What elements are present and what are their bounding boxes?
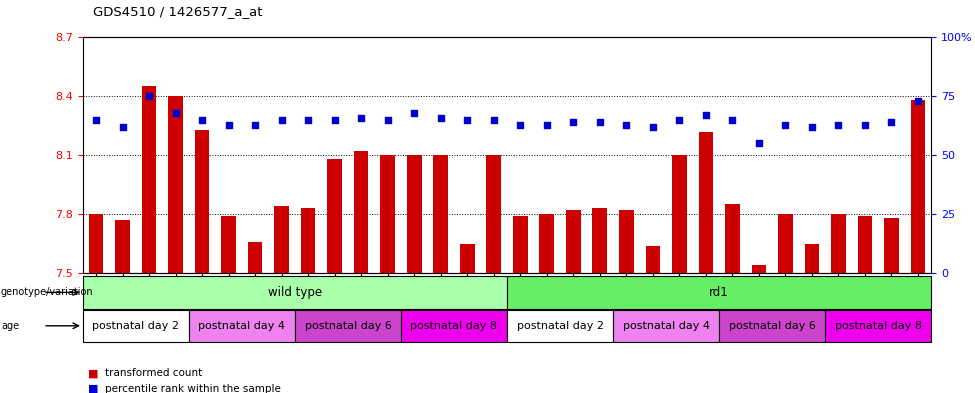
Point xyxy=(194,117,210,123)
Point xyxy=(221,121,237,128)
Point xyxy=(141,93,157,99)
Bar xyxy=(354,151,369,273)
Bar xyxy=(566,210,580,273)
Bar xyxy=(725,204,740,273)
Bar xyxy=(593,208,607,273)
Bar xyxy=(141,86,156,273)
Point xyxy=(327,117,342,123)
Text: ■: ■ xyxy=(88,368,98,378)
Point xyxy=(592,119,607,125)
Bar xyxy=(911,100,925,273)
Bar xyxy=(645,246,660,273)
Point xyxy=(274,117,290,123)
Point xyxy=(459,117,475,123)
Text: postnatal day 6: postnatal day 6 xyxy=(304,321,391,331)
Bar xyxy=(195,130,210,273)
Bar xyxy=(294,310,401,342)
Point xyxy=(831,121,846,128)
Point xyxy=(168,110,183,116)
Text: postnatal day 8: postnatal day 8 xyxy=(410,321,497,331)
Bar xyxy=(83,310,189,342)
Bar xyxy=(301,208,316,273)
Bar xyxy=(83,276,507,309)
Bar xyxy=(778,214,793,273)
Point xyxy=(724,117,740,123)
Point xyxy=(407,110,422,116)
Bar xyxy=(720,310,825,342)
Bar xyxy=(858,216,873,273)
Text: postnatal day 6: postnatal day 6 xyxy=(728,321,815,331)
Text: percentile rank within the sample: percentile rank within the sample xyxy=(105,384,281,393)
Text: ■: ■ xyxy=(88,384,98,393)
Bar xyxy=(401,310,507,342)
Point xyxy=(89,117,104,123)
Bar xyxy=(115,220,130,273)
Bar xyxy=(507,310,613,342)
Text: age: age xyxy=(1,321,20,331)
Text: genotype/variation: genotype/variation xyxy=(1,287,94,298)
Text: transformed count: transformed count xyxy=(105,368,203,378)
Point xyxy=(486,117,501,123)
Point xyxy=(433,114,448,121)
Bar xyxy=(884,218,899,273)
Bar xyxy=(613,310,720,342)
Bar xyxy=(507,276,931,309)
Bar xyxy=(328,159,342,273)
Bar xyxy=(380,155,395,273)
Text: postnatal day 4: postnatal day 4 xyxy=(199,321,286,331)
Bar xyxy=(513,216,527,273)
Text: postnatal day 2: postnatal day 2 xyxy=(517,321,604,331)
Bar xyxy=(698,132,713,273)
Point xyxy=(698,112,714,118)
Text: GDS4510 / 1426577_a_at: GDS4510 / 1426577_a_at xyxy=(93,5,262,18)
Bar xyxy=(539,214,554,273)
Point xyxy=(380,117,396,123)
Point xyxy=(672,117,687,123)
Point xyxy=(248,121,263,128)
Text: postnatal day 4: postnatal day 4 xyxy=(623,321,710,331)
Bar xyxy=(619,210,634,273)
Point xyxy=(539,121,555,128)
Point xyxy=(857,121,873,128)
Bar xyxy=(825,310,931,342)
Bar xyxy=(407,155,421,273)
Point xyxy=(645,124,661,130)
Text: wild type: wild type xyxy=(268,286,322,299)
Bar xyxy=(672,155,686,273)
Text: postnatal day 8: postnatal day 8 xyxy=(835,321,921,331)
Point xyxy=(566,119,581,125)
Bar xyxy=(169,96,183,273)
Point xyxy=(618,121,634,128)
Text: postnatal day 2: postnatal day 2 xyxy=(93,321,179,331)
Point xyxy=(353,114,369,121)
Bar xyxy=(434,155,448,273)
Bar xyxy=(752,265,766,273)
Bar xyxy=(460,244,475,273)
Point xyxy=(751,140,766,147)
Bar xyxy=(89,214,103,273)
Bar xyxy=(274,206,289,273)
Point xyxy=(513,121,528,128)
Point xyxy=(883,119,899,125)
Point xyxy=(115,124,131,130)
Bar xyxy=(221,216,236,273)
Bar xyxy=(189,310,294,342)
Point xyxy=(804,124,820,130)
Bar xyxy=(248,242,262,273)
Point xyxy=(910,98,925,104)
Bar xyxy=(804,244,819,273)
Text: rd1: rd1 xyxy=(709,286,729,299)
Point xyxy=(777,121,793,128)
Bar xyxy=(831,214,845,273)
Point xyxy=(300,117,316,123)
Bar xyxy=(487,155,501,273)
